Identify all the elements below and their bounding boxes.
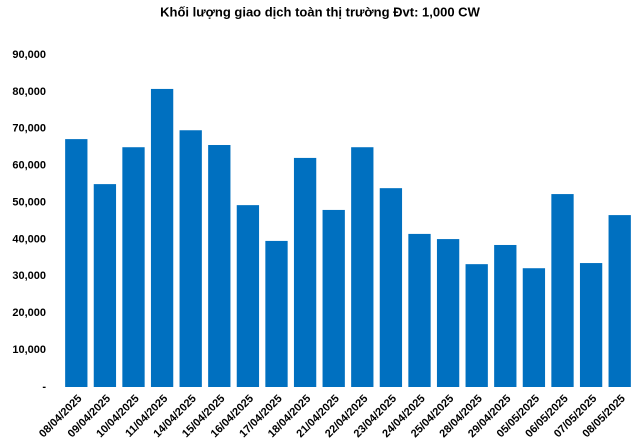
bar — [236, 205, 260, 387]
y-tick-label: 70,000 — [12, 123, 46, 135]
bar — [522, 268, 546, 387]
y-tick-label: 30,000 — [12, 270, 46, 282]
bar — [293, 157, 317, 387]
y-tick-label: 90,000 — [12, 49, 46, 61]
bar — [465, 264, 488, 387]
bar — [494, 244, 517, 387]
bar — [551, 194, 574, 387]
bar — [179, 130, 202, 387]
bar — [408, 233, 431, 387]
bar — [351, 147, 374, 387]
bar — [150, 88, 174, 387]
y-tick-label: - — [42, 381, 46, 393]
bar — [208, 145, 231, 387]
y-tick-label: 10,000 — [12, 344, 46, 356]
chart-title: Khối lượng giao dịch toàn thị trường Đvt… — [160, 4, 480, 19]
bar — [579, 263, 603, 387]
bar — [379, 188, 403, 387]
y-tick-label: 60,000 — [12, 160, 46, 172]
bar — [93, 184, 117, 387]
bar — [322, 209, 345, 387]
y-tick-label: 50,000 — [12, 196, 46, 208]
bar — [265, 240, 288, 387]
y-tick-label: 20,000 — [12, 307, 46, 319]
bar — [436, 239, 460, 387]
y-tick-label: 40,000 — [12, 233, 46, 245]
bar — [608, 215, 631, 387]
bar — [122, 147, 145, 387]
bar — [65, 139, 88, 387]
y-tick-label: 80,000 — [12, 86, 46, 98]
